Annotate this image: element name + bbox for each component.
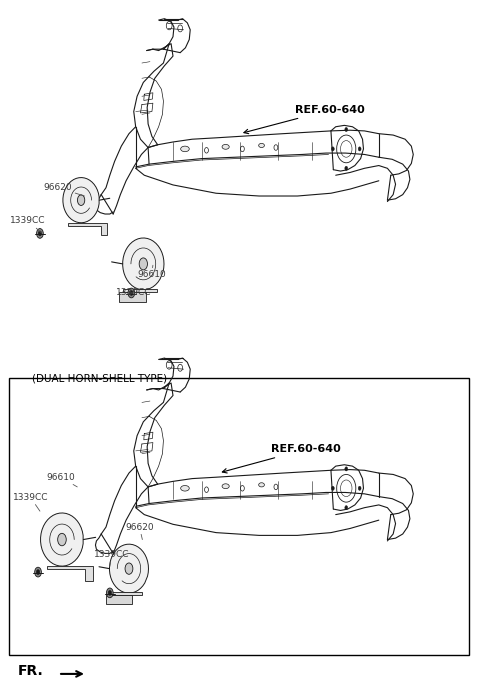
- Polygon shape: [123, 289, 157, 291]
- Polygon shape: [109, 544, 148, 593]
- Circle shape: [58, 534, 66, 545]
- Polygon shape: [119, 291, 146, 302]
- Polygon shape: [41, 513, 83, 566]
- Polygon shape: [47, 566, 93, 581]
- Circle shape: [108, 591, 111, 595]
- Text: REF.60-640: REF.60-640: [222, 444, 341, 473]
- Polygon shape: [109, 592, 142, 595]
- Polygon shape: [106, 595, 132, 604]
- Circle shape: [139, 258, 147, 270]
- Ellipse shape: [259, 483, 264, 487]
- Circle shape: [358, 147, 361, 151]
- Text: (DUAL HORN-SHELL TYPE): (DUAL HORN-SHELL TYPE): [32, 373, 167, 384]
- Circle shape: [331, 147, 334, 151]
- Polygon shape: [123, 238, 164, 290]
- Circle shape: [125, 563, 133, 575]
- Polygon shape: [68, 223, 107, 235]
- Circle shape: [128, 288, 135, 298]
- Text: 1339CC: 1339CC: [10, 217, 46, 232]
- Circle shape: [77, 195, 85, 205]
- Circle shape: [107, 588, 113, 598]
- Text: 96620: 96620: [125, 523, 154, 539]
- Text: 1339CC: 1339CC: [116, 289, 151, 298]
- Text: 96610: 96610: [46, 473, 77, 487]
- Bar: [9, 378, 469, 655]
- Text: 96610: 96610: [137, 265, 166, 280]
- Circle shape: [358, 486, 361, 491]
- Text: 1339CC: 1339CC: [12, 493, 48, 511]
- Text: 96620: 96620: [44, 183, 84, 196]
- Ellipse shape: [222, 144, 229, 149]
- Text: FR.: FR.: [17, 664, 43, 678]
- Text: REF.60-640: REF.60-640: [244, 105, 365, 134]
- Circle shape: [345, 467, 348, 471]
- Text: 1339CC: 1339CC: [94, 550, 130, 566]
- Circle shape: [331, 486, 334, 491]
- Circle shape: [130, 291, 133, 296]
- Circle shape: [345, 167, 348, 171]
- Ellipse shape: [180, 146, 189, 152]
- Ellipse shape: [222, 484, 229, 489]
- Circle shape: [345, 506, 348, 510]
- Polygon shape: [63, 178, 99, 223]
- Circle shape: [345, 128, 348, 132]
- Circle shape: [36, 570, 40, 575]
- Circle shape: [36, 228, 43, 238]
- Circle shape: [35, 567, 41, 577]
- Ellipse shape: [180, 486, 189, 491]
- Circle shape: [38, 231, 42, 236]
- Ellipse shape: [259, 144, 264, 148]
